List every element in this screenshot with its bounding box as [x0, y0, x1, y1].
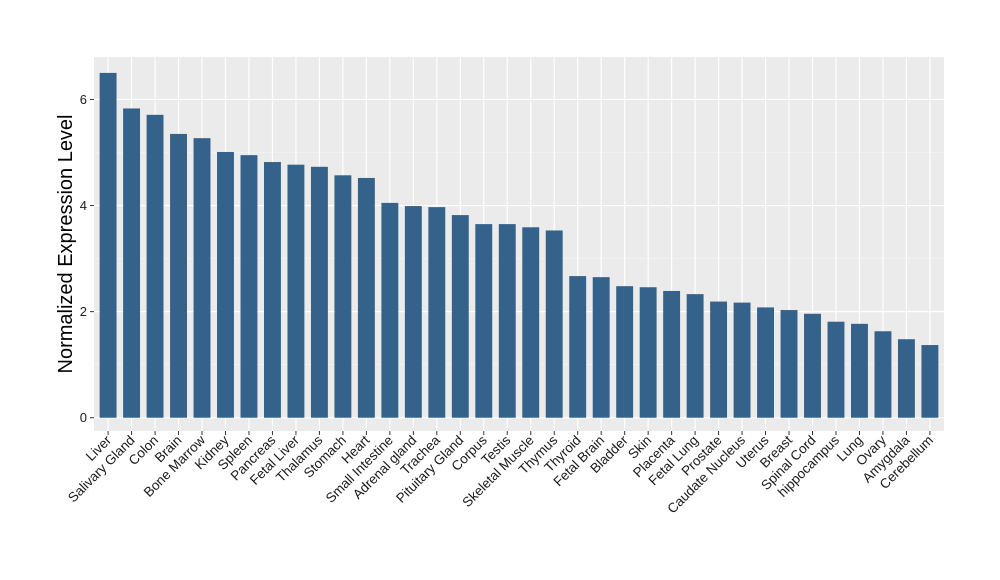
bar	[170, 133, 187, 418]
bar	[522, 227, 540, 418]
bar	[498, 224, 516, 418]
bar	[897, 339, 915, 418]
bar	[639, 287, 657, 418]
bar	[240, 155, 258, 418]
bar	[757, 307, 774, 418]
bar	[404, 206, 422, 418]
bar	[851, 323, 868, 418]
bar	[780, 310, 798, 418]
bar	[545, 230, 563, 418]
bar	[287, 164, 305, 418]
y-tick-label: 0	[80, 410, 87, 425]
bar	[99, 72, 117, 418]
bar	[475, 224, 493, 418]
bar	[334, 175, 352, 418]
bar	[733, 302, 751, 418]
bar	[827, 321, 845, 418]
bar	[874, 331, 892, 418]
bar	[264, 162, 281, 418]
bar	[569, 276, 587, 418]
bar	[123, 108, 141, 418]
bar	[146, 114, 164, 418]
bar	[357, 177, 375, 418]
bar	[310, 166, 328, 418]
bars	[99, 72, 939, 418]
bar	[663, 290, 681, 418]
bar	[428, 207, 446, 418]
y-axis: 0 2 4 6	[80, 92, 94, 425]
bar	[710, 301, 728, 418]
y-tick-label: 2	[80, 304, 87, 319]
bar	[686, 294, 704, 418]
minor-gridlines	[94, 152, 944, 365]
bar	[592, 277, 610, 418]
bar	[381, 202, 399, 418]
bar	[804, 313, 821, 418]
plot-panel	[94, 57, 944, 431]
bar	[451, 215, 469, 418]
bar	[616, 286, 634, 418]
bar	[217, 151, 234, 418]
bar	[921, 345, 939, 418]
bar	[193, 138, 211, 418]
y-tick-label: 4	[80, 198, 87, 213]
y-tick-label: 6	[80, 92, 87, 107]
y-axis-title: Normalized Expression Level	[55, 114, 77, 373]
